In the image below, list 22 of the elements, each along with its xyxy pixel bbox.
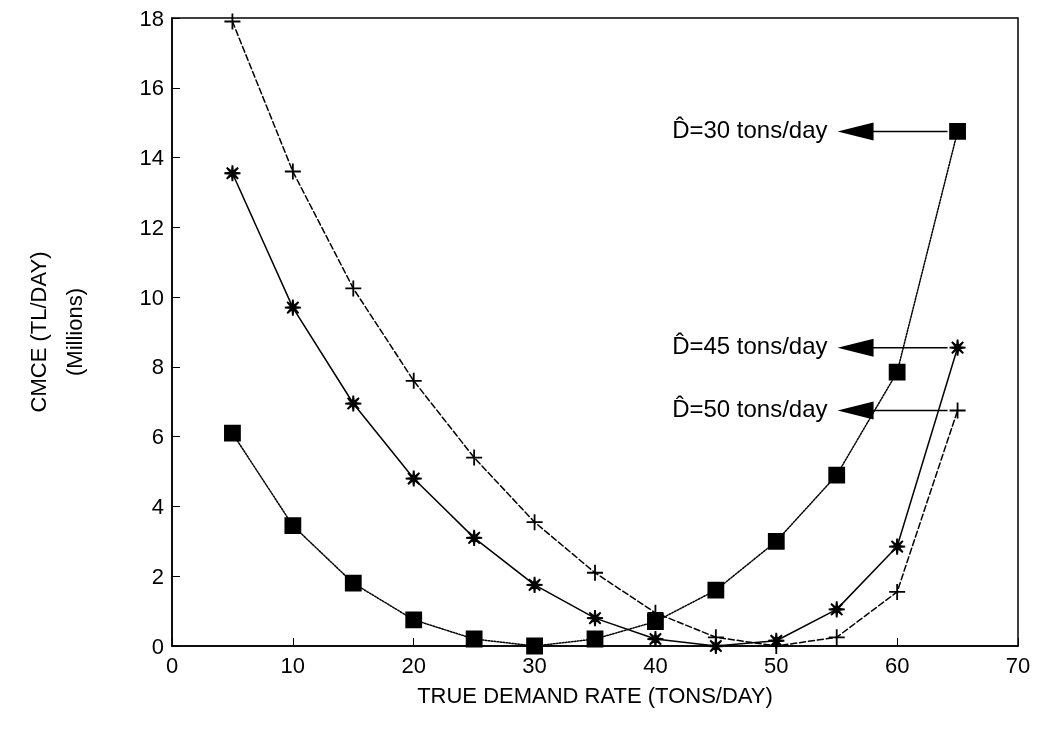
annotation: D̂=45 tons/day xyxy=(672,332,828,360)
y-tick-label: 16 xyxy=(139,75,164,101)
y-tick-label: 18 xyxy=(139,5,164,31)
x-tick-label: 50 xyxy=(764,652,789,678)
x-tick-label: 40 xyxy=(643,652,668,678)
y-tick-label: 2 xyxy=(151,563,164,589)
y-tick-label: 10 xyxy=(139,284,164,310)
y-tick-label: 6 xyxy=(151,424,164,450)
y-tick-label: 0 xyxy=(151,633,164,659)
x-tick-label: 30 xyxy=(522,652,547,678)
y-tick-label: 12 xyxy=(139,214,164,240)
x-tick-label: 60 xyxy=(884,652,910,678)
x-tick-label: 20 xyxy=(401,652,426,678)
x-tick-label: 70 xyxy=(1005,652,1031,678)
y-tick-label: 14 xyxy=(139,145,164,171)
annotation: D̂=50 tons/day xyxy=(672,394,828,422)
x-axis-title: TRUE DEMAND RATE (TONS/DAY) xyxy=(417,682,773,708)
x-tick-label: 10 xyxy=(280,652,306,678)
annotation: D̂=30 tons/day xyxy=(672,115,828,143)
y-axis-title: CMCE (TL/DAY) (Millions) xyxy=(25,251,87,413)
y-tick-label: 4 xyxy=(151,493,164,519)
y-tick-label: 8 xyxy=(151,354,164,380)
